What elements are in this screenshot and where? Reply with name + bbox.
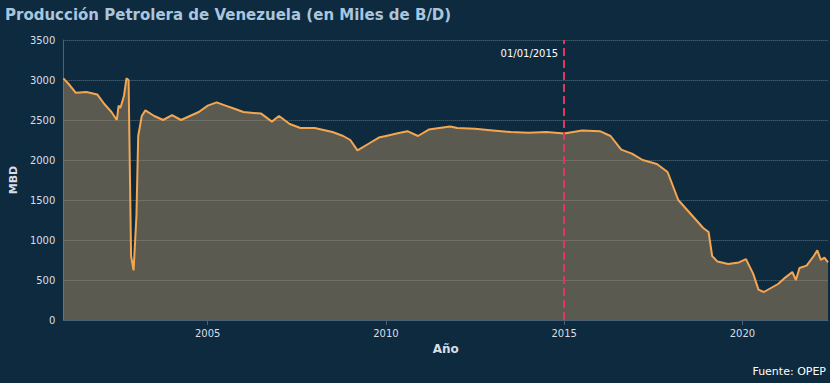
svg-text:01/01/2015: 01/01/2015 (501, 48, 559, 59)
svg-text:Fuente: OPEP: Fuente: OPEP (752, 365, 826, 378)
svg-text:2020: 2020 (730, 328, 755, 339)
svg-text:2000: 2000 (30, 155, 55, 166)
svg-text:Producción Petrolera de Venezu: Producción Petrolera de Venezuela (en Mi… (5, 6, 451, 24)
svg-text:500: 500 (36, 275, 55, 286)
svg-text:0: 0 (49, 315, 55, 326)
svg-text:3500: 3500 (30, 35, 55, 46)
svg-text:1000: 1000 (30, 235, 55, 246)
svg-text:1500: 1500 (30, 195, 55, 206)
svg-text:MBD: MBD (7, 166, 20, 194)
svg-text:Año: Año (433, 342, 459, 356)
svg-text:2500: 2500 (30, 115, 55, 126)
svg-text:2005: 2005 (195, 328, 220, 339)
svg-text:3000: 3000 (30, 75, 55, 86)
svg-text:2015: 2015 (551, 328, 576, 339)
svg-text:2010: 2010 (373, 328, 398, 339)
